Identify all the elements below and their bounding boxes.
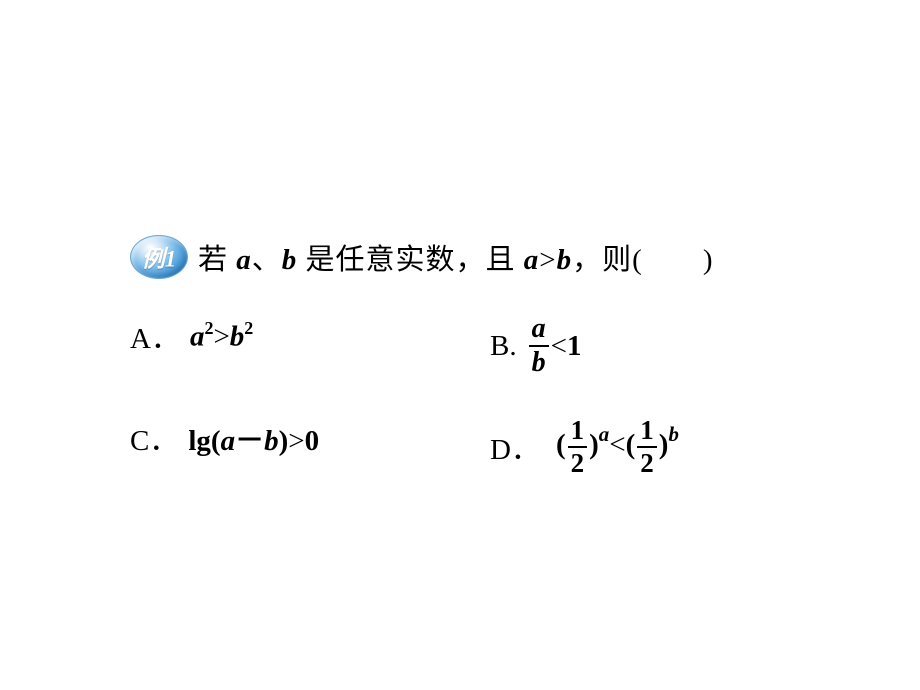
optD-num1: 1: [568, 417, 588, 446]
optD-den1: 2: [568, 446, 588, 477]
q-var-b2: b: [557, 244, 573, 276]
option-B: B. a b <1: [490, 315, 830, 377]
optA-op: >: [213, 320, 229, 352]
options-row-1: A． a2>b2 B. a b <1: [130, 315, 830, 377]
optB-den: b: [529, 345, 549, 377]
option-C: C． lg(a－b)>0: [130, 417, 490, 459]
option-D-label: D．: [490, 426, 540, 468]
optA-a: a: [190, 320, 205, 352]
optC-op: >: [288, 425, 304, 457]
question-line: 例1 若 a、b 是任意实数，且 a>b，则( ): [130, 235, 830, 279]
q-var-a: a: [236, 244, 252, 276]
optD-lp1: (: [556, 429, 566, 461]
option-D: D． (12)a<(12)b: [490, 417, 830, 477]
optC-fn: lg(: [188, 425, 220, 457]
question-text: 若 a、b 是任意实数，且 a>b，则( ): [198, 236, 713, 278]
option-A-label: A．: [130, 315, 180, 357]
optD-den2: 2: [637, 446, 657, 477]
optD-rp1: ): [589, 429, 599, 461]
q-rel: >: [539, 244, 556, 276]
option-C-label: C．: [130, 417, 178, 459]
q-sep1: 、: [252, 244, 282, 276]
optD-frac1: 12: [568, 417, 588, 477]
optB-rhs: 1: [567, 330, 582, 363]
optD-rp2: ): [659, 429, 669, 461]
optC-a: a: [221, 425, 236, 457]
optD-ea: a: [599, 422, 609, 446]
q-var-a2: a: [524, 244, 540, 276]
optB-op: <: [551, 330, 567, 363]
q-suffix: ，则( ): [572, 244, 713, 276]
q-prefix: 若: [198, 244, 236, 276]
optA-b: b: [230, 320, 245, 352]
optD-op: <: [609, 429, 625, 461]
optB-num: a: [529, 315, 549, 345]
optC-minus: －: [235, 425, 264, 457]
question-block: 例1 若 a、b 是任意实数，且 a>b，则( ) A． a2>b2 B. a …: [130, 235, 830, 477]
optD-lp2: (: [626, 429, 636, 461]
options-row-2: C． lg(a－b)>0 D． (12)a<(12)b: [130, 417, 830, 477]
option-B-label: B.: [490, 330, 517, 363]
optD-frac2: 12: [637, 417, 657, 477]
optB-frac: a b: [529, 315, 549, 377]
optD-eb: b: [668, 422, 678, 446]
example-badge: 例1: [130, 235, 188, 279]
optC-b: b: [264, 425, 279, 457]
option-A: A． a2>b2: [130, 315, 490, 357]
optA-sup1: 2: [204, 318, 213, 338]
optC-rhs: 0: [305, 425, 320, 457]
badge-label: 例1: [142, 239, 177, 273]
optD-num2: 1: [637, 417, 657, 446]
optA-sup2: 2: [244, 318, 253, 338]
q-mid: 是任意实数，且: [297, 244, 524, 276]
q-var-b: b: [282, 244, 298, 276]
optC-close: ): [279, 425, 289, 457]
